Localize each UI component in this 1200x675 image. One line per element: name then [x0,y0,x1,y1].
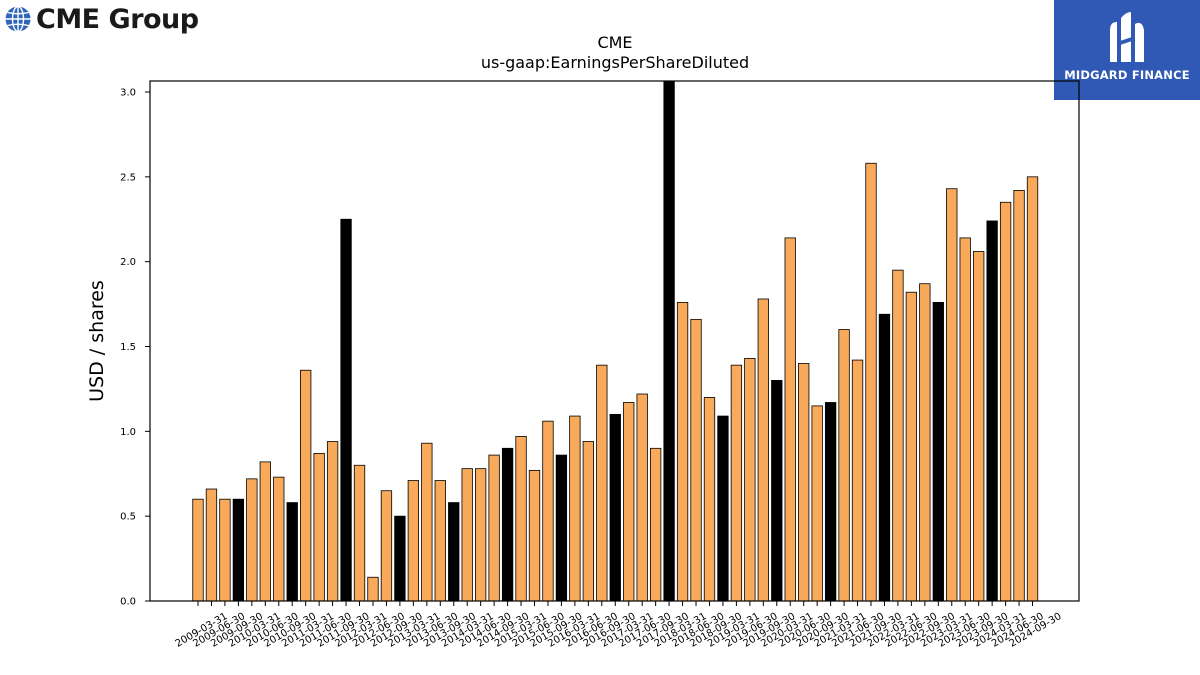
y-tick-label: 2.5 [120,172,136,183]
bar-2024-06-30 [1013,190,1025,602]
bar-2015-03-31 [515,436,527,602]
bar-2009-09-30 [219,498,231,602]
bar-2010-03-31 [246,478,258,602]
y-tick-label: 3.0 [120,88,136,99]
bar-2013-06-30 [421,442,433,602]
bar-2018-06-30 [690,318,702,602]
y-tick-label: 0.5 [120,512,136,523]
bar-2013-03-31 [407,480,420,602]
bar-2018-09-30 [703,396,716,602]
bar-2016-09-30 [596,364,608,602]
y-tick-label: 0.0 [120,597,136,608]
x-axis-ticks: 2009-03-312009-06-302009-09-302010-03-31… [174,601,1064,650]
cme-group-logo: CME Group [4,2,199,36]
cme-group-logo-text: CME Group [36,3,199,35]
bar-2017-09-30 [649,447,662,602]
bar-2021-09-30 [865,162,877,602]
bar-2019-03-31 [730,364,743,602]
bar-2021-12-31 [878,313,891,602]
bar-2011-03-31 [300,369,312,602]
bar-2014-12-31 [501,447,514,602]
bar-2019-09-30 [757,298,769,602]
globe-icon [5,5,31,33]
bar-2010-09-30 [273,476,285,602]
bar-2015-06-30 [528,469,541,602]
bar-2018-12-31 [717,415,729,602]
bar-2011-09-30 [326,441,339,602]
bar-2013-09-30 [434,480,446,602]
bar-2022-12-31 [932,301,944,602]
bar-2010-12-31 [286,502,298,602]
y-tick-label: 2.0 [120,257,136,268]
bar-2019-06-30 [744,357,756,602]
plot-frame [149,80,1080,602]
y-axis-ticks: 0.0 0.5 1.0 1.5 2.0 2.5 3.0 [120,88,150,608]
bar-2022-03-31 [892,269,904,602]
bar-2019-12-31 [771,380,783,602]
bar-2015-12-31 [555,454,568,602]
bar-2017-06-30 [636,393,648,602]
bar-2020-09-30 [811,405,823,602]
bar-2020-03-31 [784,237,796,602]
bar-2023-03-31 [946,188,958,602]
y-tick-label: 1.0 [120,427,136,438]
bar-2018-03-31 [676,301,689,602]
chart-subtitle: us-gaap:EarningsPerShareDiluted [481,53,749,72]
bar-2023-09-30 [973,251,985,602]
bar-2010-06-30 [259,461,271,602]
bar-2016-06-30 [582,441,594,602]
bar-2024-09-30 [1026,176,1039,602]
bar-2009-12-31 [232,498,245,602]
bar-2017-12-31 [663,81,675,602]
y-tick-label: 1.5 [120,342,136,353]
bar-2016-12-31 [609,413,621,602]
bar-2013-12-31 [448,502,460,602]
bar-2021-06-30 [851,359,864,602]
midgard-finance-logo: MIDGARD FINANCE [1054,0,1200,100]
bars-group [192,81,1039,602]
bar-2014-09-30 [488,454,500,602]
bar-2012-06-30 [367,576,379,602]
bar-2012-12-31 [394,515,406,602]
bar-2011-06-30 [313,452,325,602]
midgard-m-icon [1110,12,1144,62]
bar-2023-06-30 [959,237,971,602]
chart-title: CME [597,33,632,52]
bar-2011-12-31 [340,218,352,602]
bar-2012-03-31 [353,464,366,602]
bar-2021-03-31 [838,329,850,602]
bar-2022-09-30 [919,283,931,602]
bar-2014-06-30 [475,468,487,602]
bar-2023-12-31 [986,220,998,602]
bar-2024-03-31 [999,201,1012,602]
bar-2009-03-31 [192,498,204,602]
bar-2020-12-31 [824,402,837,602]
midgard-finance-logo-text: MIDGARD FINANCE [1064,68,1190,82]
bar-2022-06-30 [905,291,918,602]
bar-2012-09-30 [380,490,393,602]
y-axis-label: USD / shares [86,280,108,402]
bar-2020-06-30 [798,363,810,602]
bar-2015-09-30 [542,420,554,602]
bar-2014-03-31 [461,468,473,602]
bar-2009-06-30 [205,488,218,602]
bar-2017-03-31 [623,402,635,602]
bar-2016-03-31 [569,415,581,602]
